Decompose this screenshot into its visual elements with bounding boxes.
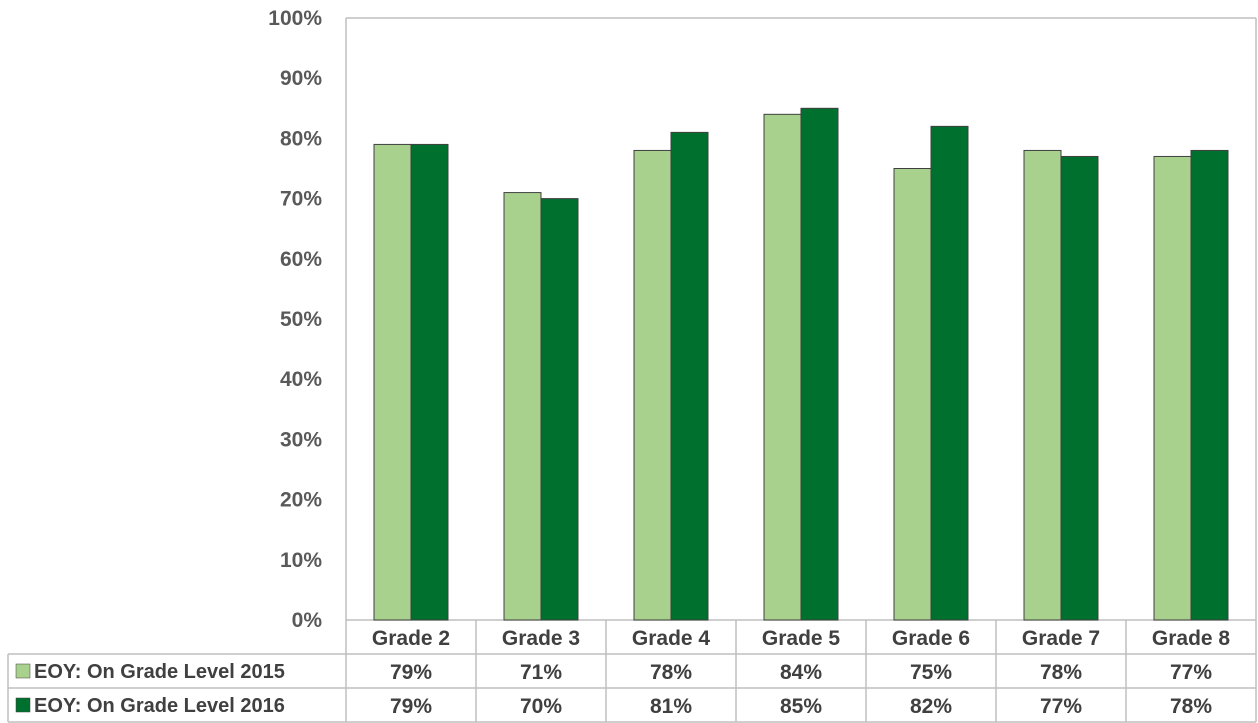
table-cell-value: 84%: [780, 661, 822, 684]
y-tick-label: 50%: [280, 308, 322, 331]
category-label: Grade 6: [892, 627, 970, 650]
bar-2016-grade-3: [540, 198, 579, 621]
bar-2015-grade-6: [893, 168, 932, 621]
legend-key-2016: [15, 697, 31, 713]
bars: [373, 107, 1229, 621]
table-cell-value: 78%: [1170, 695, 1212, 718]
table-cell-value: 82%: [910, 695, 952, 718]
bar-2016-grade-6: [930, 125, 969, 621]
y-tick-label: 40%: [280, 368, 322, 391]
y-tick-label: 90%: [280, 67, 322, 90]
y-tick-label: 100%: [268, 7, 322, 30]
table-cell-value: 78%: [650, 661, 692, 684]
y-tick-label: 80%: [280, 127, 322, 150]
y-tick-label: 10%: [280, 549, 322, 572]
legend-label: EOY: On Grade Level 2015: [34, 661, 285, 683]
bar-2016-grade-4: [670, 131, 709, 621]
bar-2016-grade-8: [1190, 149, 1229, 621]
y-tick-label: 30%: [280, 428, 322, 451]
legend-label: EOY: On Grade Level 2016: [34, 695, 285, 717]
table-cell-value: 78%: [1040, 661, 1082, 684]
bar-2016-grade-2: [410, 143, 449, 621]
bar-2016-grade-7: [1060, 155, 1099, 621]
table-cell-value: 70%: [520, 695, 562, 718]
bar-2015-grade-5: [763, 113, 802, 621]
category-label: Grade 5: [762, 627, 841, 650]
table-cell-value: 77%: [1040, 695, 1082, 718]
bar-2015-grade-4: [633, 149, 672, 621]
table-cell-value: 75%: [910, 661, 952, 684]
category-label: Grade 8: [1152, 627, 1231, 650]
table-cell-value: 71%: [520, 661, 562, 684]
category-label: Grade 4: [632, 627, 711, 650]
category-label: Grade 3: [502, 627, 580, 650]
table-cell-value: 79%: [390, 695, 432, 718]
y-tick-label: 0%: [292, 609, 323, 632]
table-cell-value: 85%: [780, 695, 822, 718]
bar-2016-grade-5: [800, 107, 839, 621]
data-table: Grade 2 Grade 3 Grade 4 Grade 5 Grade 6 Grade…: [7, 620, 1256, 723]
bar-2015-grade-8: [1153, 155, 1192, 621]
category-label: Grade 2: [372, 627, 450, 650]
y-tick-label: 20%: [280, 489, 322, 512]
legend-key-2015: [15, 663, 31, 679]
y-tick-label: 60%: [280, 248, 322, 271]
bar-2015-grade-7: [1023, 149, 1062, 621]
y-tick-label: 70%: [280, 188, 322, 211]
bar-2015-grade-3: [503, 192, 542, 621]
table-cell-value: 77%: [1170, 661, 1212, 684]
table-cell-value: 79%: [390, 661, 432, 684]
category-label: Grade 7: [1022, 627, 1100, 650]
table-cell-value: 81%: [650, 695, 692, 718]
bar-2015-grade-2: [373, 143, 412, 621]
